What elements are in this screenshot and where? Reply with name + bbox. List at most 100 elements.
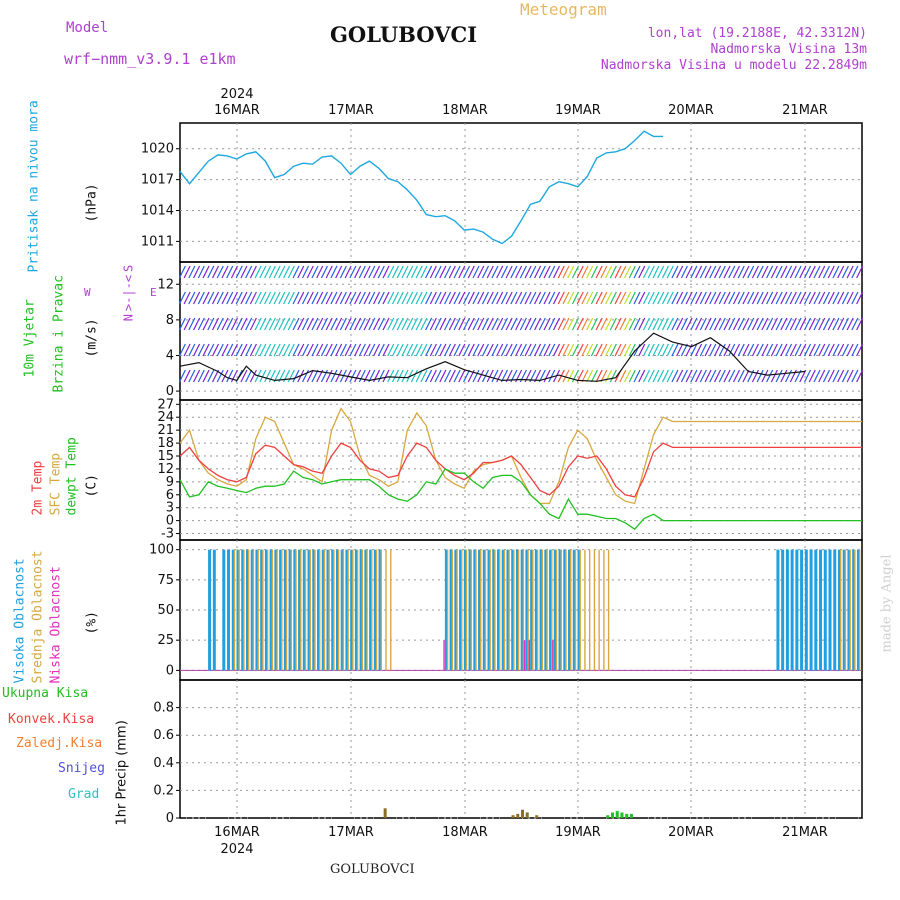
- wind-arrow: [581, 317, 589, 331]
- wind-arrow: [486, 369, 494, 383]
- wind-arrow: [467, 265, 475, 279]
- wind-arrow: [562, 369, 570, 383]
- wind-arrow: [685, 291, 693, 305]
- wind-arrow: [785, 317, 793, 331]
- wind-arrow: [614, 343, 622, 357]
- wind-arrow: [259, 343, 267, 357]
- wind-arrow: [401, 265, 409, 279]
- wind-arrow: [732, 317, 741, 331]
- wind-arrow: [515, 265, 523, 279]
- wind-arrow: [330, 291, 338, 305]
- wind-arrow: [775, 291, 783, 305]
- wind-arrow: [742, 317, 750, 331]
- wind-arrow: [259, 265, 267, 279]
- wind-arrow: [818, 369, 826, 383]
- wind-arrow: [808, 291, 816, 305]
- wind-arrow: [628, 343, 636, 357]
- wind-arrow: [320, 317, 328, 331]
- wind-arrow: [799, 343, 807, 357]
- wind-arrow: [770, 265, 778, 279]
- wind-arrow: [462, 291, 471, 305]
- wind-arrow: [216, 369, 224, 383]
- wind-arrow: [188, 265, 196, 279]
- wind-arrow: [297, 317, 305, 331]
- wind-arrow: [785, 369, 793, 383]
- wind-arrow: [301, 369, 310, 383]
- x-day-label-bottom: 18MAR: [442, 825, 488, 840]
- wind-arrow: [638, 317, 646, 331]
- wind-arrow: [510, 317, 518, 331]
- wind-arrow: [268, 317, 276, 331]
- y-tick-label: 15: [157, 449, 174, 464]
- wind-arrow: [661, 343, 669, 357]
- wind-arrow: [747, 343, 755, 357]
- wind-arrow: [207, 317, 215, 331]
- wind-arrow: [273, 343, 281, 357]
- wind-arrow: [624, 317, 632, 331]
- wind-arrow: [316, 291, 324, 305]
- x-day-label-top: 16MAR: [214, 103, 260, 118]
- wind-arrow: [240, 343, 248, 357]
- wind-arrow: [292, 369, 300, 383]
- wind-arrow: [216, 317, 224, 331]
- wind-arrow: [699, 291, 707, 305]
- wind-arrow: [335, 317, 343, 331]
- wind-arrow: [325, 343, 333, 357]
- wind-arrow: [211, 369, 220, 383]
- y-tick-label: 25: [157, 633, 174, 648]
- wind-arrow: [609, 317, 617, 331]
- wind-arrow: [841, 369, 849, 383]
- y-tick-label: 0.2: [153, 783, 174, 798]
- wind-arrow: [420, 265, 428, 279]
- wind-arrow: [803, 265, 812, 279]
- wind-arrow: [851, 317, 859, 331]
- wind-arrow: [709, 291, 717, 305]
- wind-arrow: [676, 291, 684, 305]
- wind-arrow: [714, 317, 722, 331]
- wind-arrow: [704, 317, 712, 331]
- precip-bar: [521, 809, 524, 818]
- wind-arrow: [685, 317, 693, 331]
- wind-arrow: [183, 265, 191, 279]
- wind-arrow: [586, 343, 594, 357]
- wind-arrow: [268, 291, 276, 305]
- wind-arrow: [391, 369, 400, 383]
- wind-arrow: [406, 343, 414, 357]
- precip-bar: [625, 813, 629, 818]
- wind-arrow: [837, 291, 845, 305]
- wind-arrow: [567, 265, 575, 279]
- y-tick-label: 0: [166, 663, 174, 678]
- wind-arrow: [349, 265, 357, 279]
- wind-arrow: [780, 343, 788, 357]
- wind-arrow: [311, 343, 319, 357]
- wind-arrow: [396, 369, 404, 383]
- wind-arrow: [496, 343, 504, 357]
- wind-arrow: [647, 265, 655, 279]
- wind-arrow: [595, 317, 603, 331]
- wind-arrow: [685, 265, 693, 279]
- wind-arrow: [586, 369, 594, 383]
- wind-arrow: [695, 369, 703, 383]
- wind-arrow: [425, 343, 433, 357]
- pressure-line: [179, 130, 664, 245]
- wind-arrow: [751, 343, 759, 357]
- wind-arrow: [548, 369, 556, 383]
- model-elevation-label: Nadmorska Visina u modelu 22.2849m: [600, 58, 867, 73]
- wind-arrow: [770, 291, 778, 305]
- wind-arrow: [211, 265, 220, 279]
- wind-arrow: [543, 343, 551, 357]
- wind-arrow: [311, 265, 319, 279]
- wind-arrow: [699, 369, 707, 383]
- wind-arrow: [363, 317, 371, 331]
- wind-arrow: [557, 291, 565, 305]
- wind-arrow: [647, 317, 655, 331]
- wind-arrow: [283, 343, 291, 357]
- wind-arrow: [732, 343, 741, 357]
- wind-arrow: [316, 317, 324, 331]
- wind-arrow: [320, 291, 328, 305]
- wind-arrow: [481, 265, 490, 279]
- wind-arrow: [524, 265, 532, 279]
- wind-arrow: [780, 291, 788, 305]
- wind-arrow: [515, 343, 523, 357]
- wind-arrow: [216, 265, 224, 279]
